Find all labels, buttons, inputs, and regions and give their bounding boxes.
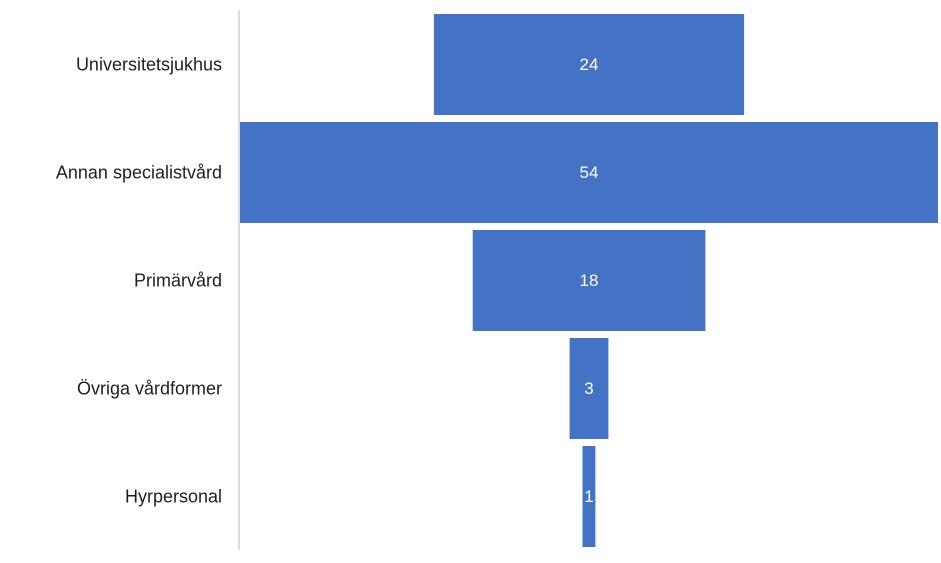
category-label: Annan specialistvård [56, 163, 222, 183]
funnel-bar [240, 122, 938, 223]
data-label: 3 [584, 379, 593, 398]
category-label: Övriga vårdformer [77, 379, 222, 399]
data-label: 1 [584, 487, 593, 506]
funnel-bar [433, 14, 745, 115]
data-label: 54 [580, 163, 599, 182]
funnel-bar [472, 230, 706, 331]
category-label: Universitetsjukhus [76, 55, 222, 75]
funnel-bar [582, 446, 596, 547]
data-labels-group: 24 54 18 3 1 [580, 55, 599, 506]
bars-group [240, 14, 938, 547]
data-label: 24 [580, 55, 599, 74]
funnel-bar [569, 338, 609, 439]
category-label: Hyrpersonal [125, 487, 222, 507]
category-label: Primärvård [134, 271, 222, 291]
data-label: 18 [580, 271, 599, 290]
category-labels-group: Universitetsjukhus Annan specialistvård Pr… [56, 55, 222, 507]
